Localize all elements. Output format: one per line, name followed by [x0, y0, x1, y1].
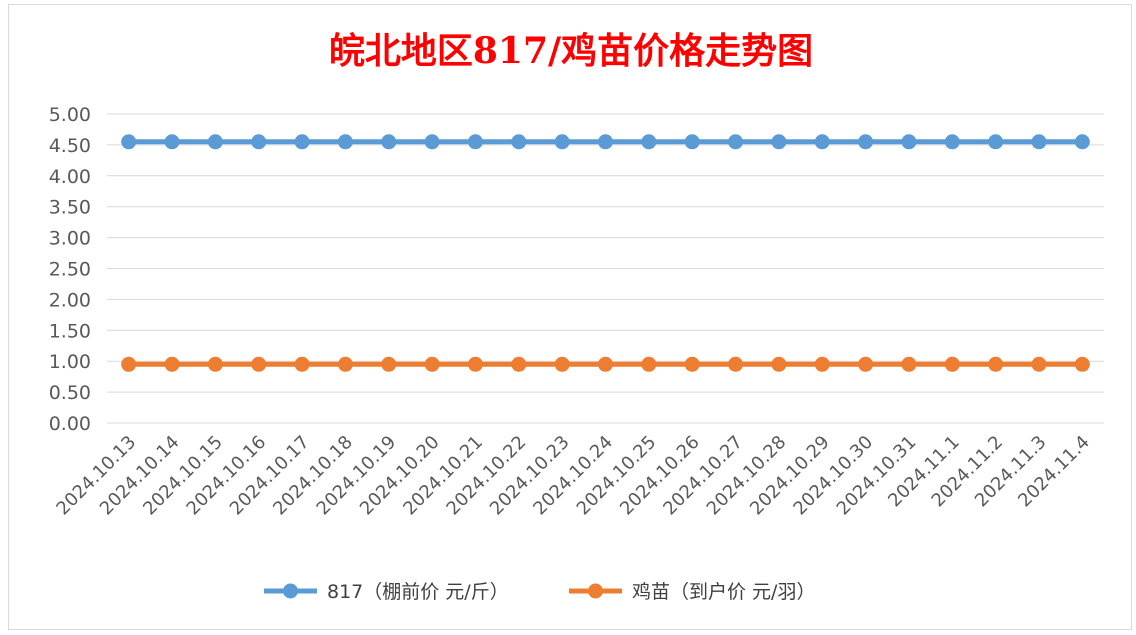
- y-tick-label: 4.50: [49, 135, 91, 157]
- data-point: [641, 134, 657, 150]
- data-point: [684, 356, 700, 372]
- data-point: [337, 356, 353, 372]
- data-point: [337, 134, 353, 150]
- grid-lines: [107, 113, 1104, 424]
- data-point: [554, 356, 570, 372]
- data-point: [944, 356, 960, 372]
- data-point: [1074, 356, 1090, 372]
- legend-label: 817（棚前价 元/斤）: [327, 581, 509, 603]
- data-point: [728, 356, 744, 372]
- data-point: [121, 134, 137, 150]
- data-point: [164, 134, 180, 150]
- data-point: [251, 356, 267, 372]
- y-tick-label: 0.00: [49, 413, 91, 435]
- data-point: [814, 356, 830, 372]
- legend-marker: [283, 583, 298, 599]
- data-point: [207, 356, 223, 372]
- data-point: [1074, 134, 1090, 150]
- data-point: [554, 134, 570, 150]
- legend-label: 鸡苗（到户价 元/羽）: [632, 581, 815, 603]
- y-tick-label: 3.50: [49, 197, 91, 219]
- data-point: [944, 134, 960, 150]
- series-1: [121, 134, 1090, 150]
- data-point: [1031, 134, 1047, 150]
- x-axis-ticks: 2024.10.132024.10.142024.10.152024.10.16…: [52, 432, 1093, 520]
- data-point: [121, 356, 137, 372]
- y-tick-label: 1.00: [49, 351, 91, 373]
- chart-frame: 皖北地区817/鸡苗价格走势图 0.00 0.50 1.00 1.50 2.00 2.50…: [8, 4, 1132, 630]
- data-point: [251, 134, 267, 150]
- y-tick-label: 5.00: [49, 104, 91, 126]
- data-point: [858, 134, 874, 150]
- data-point: [467, 134, 483, 150]
- data-point: [467, 356, 483, 372]
- y-tick-label: 3.00: [49, 228, 91, 250]
- series-layer: [121, 134, 1090, 372]
- data-point: [424, 356, 440, 372]
- data-point: [511, 356, 527, 372]
- data-point: [598, 134, 613, 150]
- data-point: [901, 134, 917, 150]
- series-2: [121, 356, 1090, 372]
- y-tick-label: 4.00: [49, 166, 91, 188]
- data-point: [771, 356, 787, 372]
- data-point: [858, 356, 874, 372]
- y-axis-ticks: 0.00 0.50 1.00 1.50 2.00 2.50 3.00 3.50 4.00 4.50…: [49, 104, 91, 435]
- data-point: [164, 356, 180, 372]
- y-tick-label: 0.50: [49, 382, 91, 404]
- y-tick-label: 2.50: [49, 259, 91, 281]
- data-point: [381, 356, 397, 372]
- data-point: [424, 134, 440, 150]
- data-point: [294, 356, 310, 372]
- data-point: [988, 134, 1004, 150]
- legend: 817（棚前价 元/斤） 鸡苗（到户价 元/羽）: [264, 581, 815, 603]
- data-point: [511, 134, 527, 150]
- data-point: [598, 356, 613, 372]
- data-point: [381, 134, 397, 150]
- data-point: [684, 134, 700, 150]
- y-tick-label: 2.00: [49, 289, 91, 311]
- chart-title: 皖北地区817/鸡苗价格走势图: [329, 30, 813, 72]
- data-point: [294, 134, 310, 150]
- legend-item-2: 鸡苗（到户价 元/羽）: [569, 581, 815, 603]
- data-point: [901, 356, 917, 372]
- legend-item-1: 817（棚前价 元/斤）: [264, 581, 509, 603]
- data-point: [207, 134, 223, 150]
- legend-marker: [588, 583, 603, 599]
- data-point: [641, 356, 657, 372]
- y-tick-label: 1.50: [49, 320, 91, 342]
- data-point: [771, 134, 787, 150]
- data-point: [728, 134, 744, 150]
- data-point: [988, 356, 1004, 372]
- data-point: [1031, 356, 1047, 372]
- line-chart: 皖北地区817/鸡苗价格走势图 0.00 0.50 1.00 1.50 2.00 2.50…: [49, 30, 1104, 603]
- data-point: [814, 134, 830, 150]
